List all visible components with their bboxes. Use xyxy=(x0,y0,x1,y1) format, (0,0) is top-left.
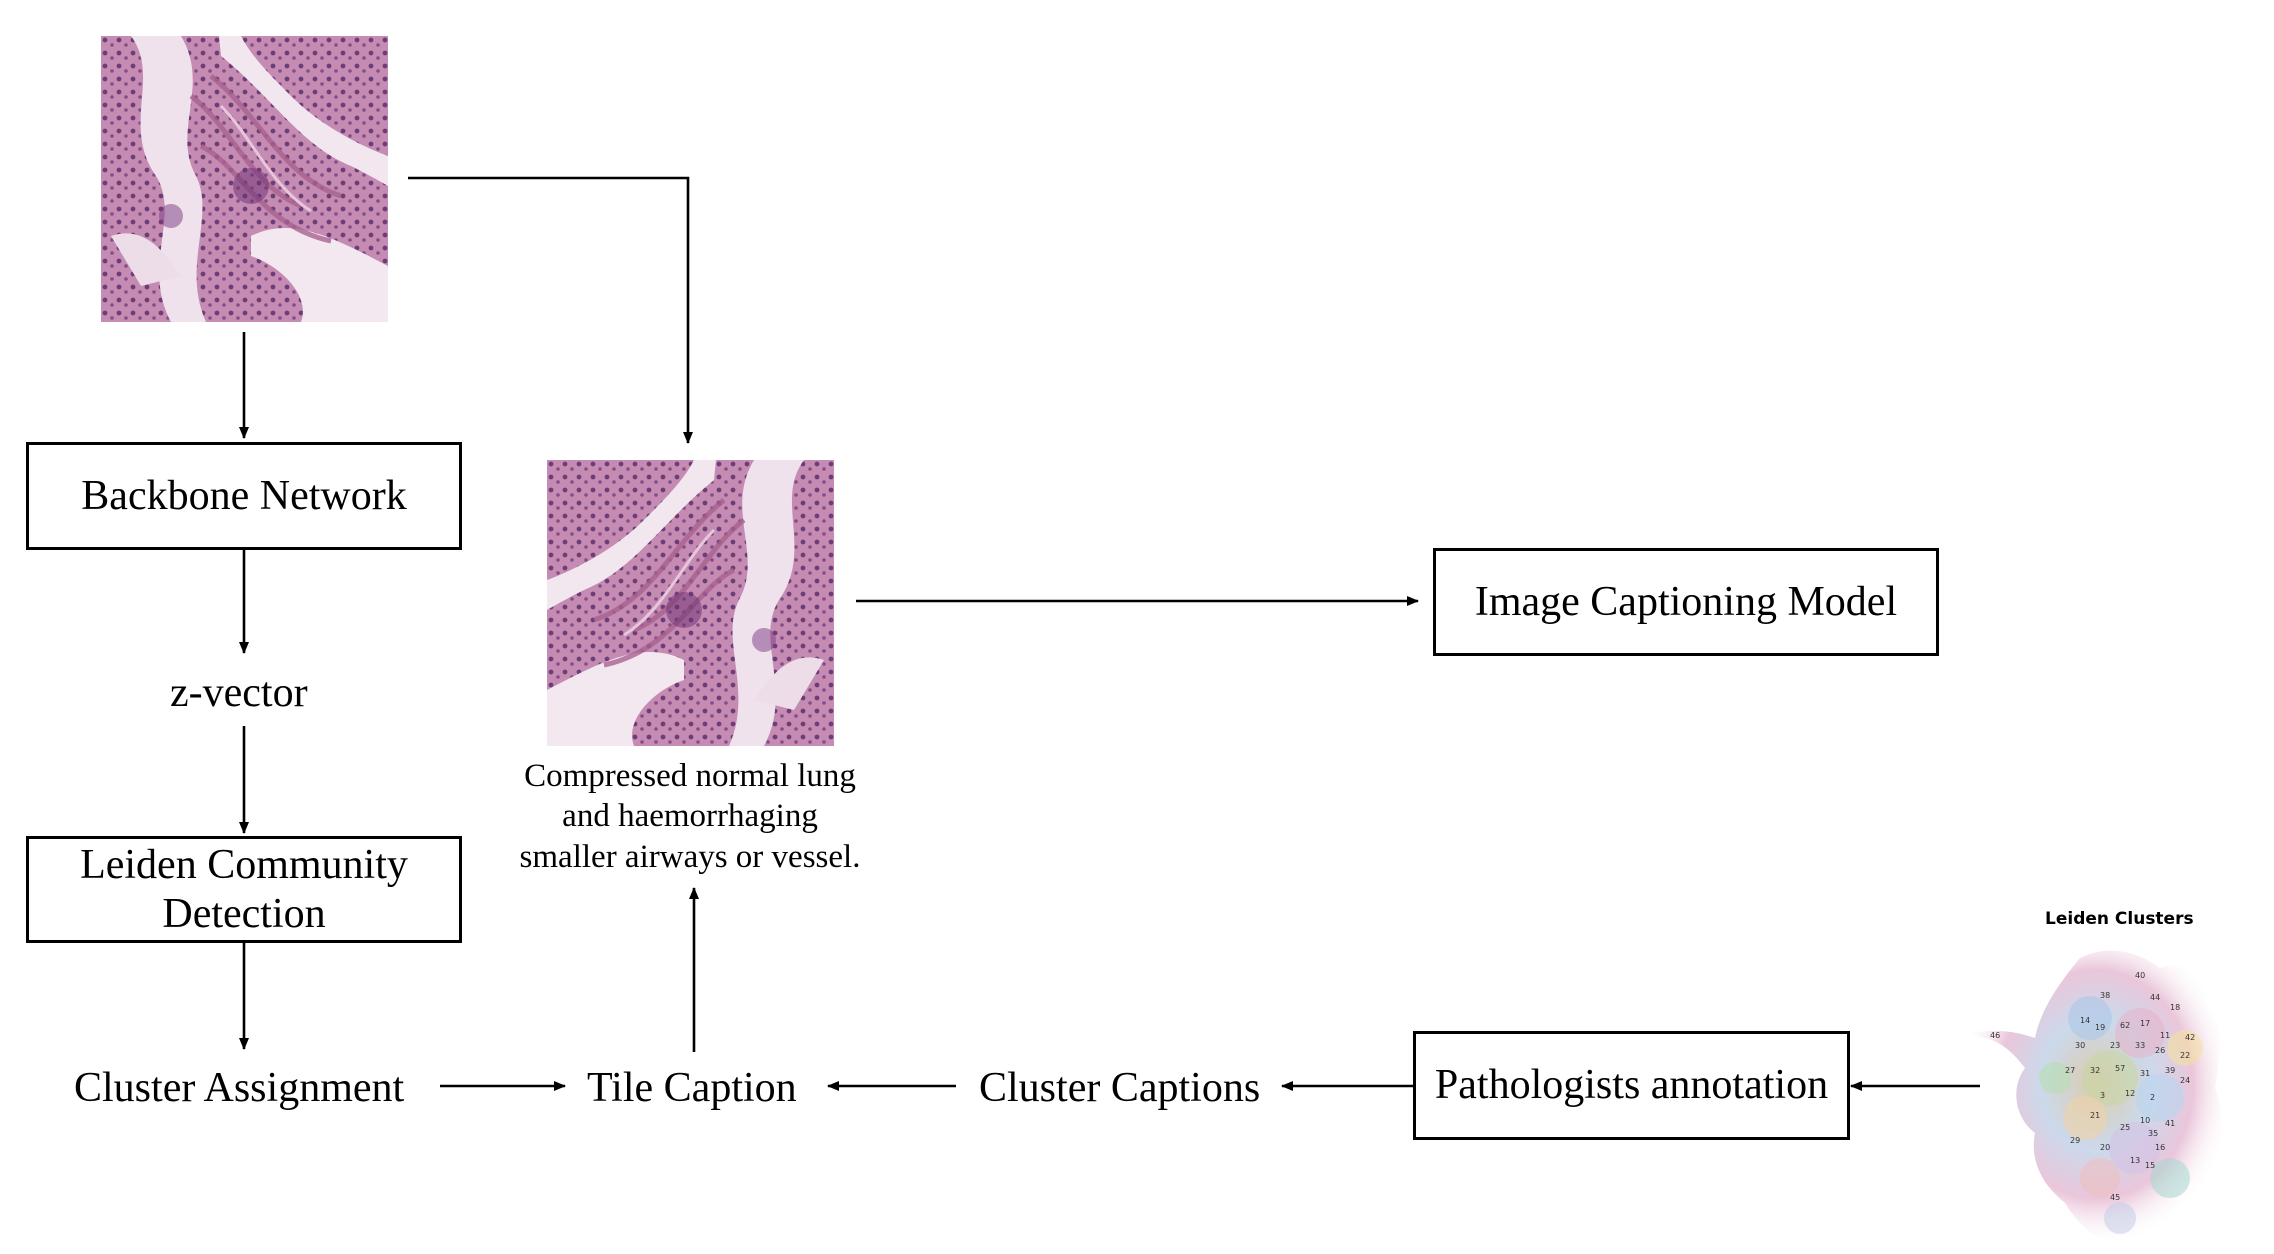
image-captioning-model-label: Image Captioning Model xyxy=(1474,578,1898,625)
svg-text:42: 42 xyxy=(2185,1033,2195,1042)
svg-text:3: 3 xyxy=(2100,1091,2105,1100)
svg-text:23: 23 xyxy=(2110,1041,2120,1050)
backbone-network-box: Backbone Network xyxy=(26,442,462,550)
svg-text:19: 19 xyxy=(2095,1023,2105,1032)
svg-text:13: 13 xyxy=(2130,1156,2140,1165)
svg-text:10: 10 xyxy=(2140,1116,2150,1125)
svg-text:2: 2 xyxy=(2150,1093,2155,1102)
svg-text:33: 33 xyxy=(2135,1041,2145,1050)
svg-text:22: 22 xyxy=(2180,1051,2190,1060)
svg-text:39: 39 xyxy=(2165,1066,2175,1075)
svg-text:12: 12 xyxy=(2125,1089,2135,1098)
caption-line-2: and haemorrhaging xyxy=(562,798,818,835)
svg-text:17: 17 xyxy=(2140,1019,2150,1028)
leiden-community-detection-box: Leiden Community Detection xyxy=(26,836,462,943)
svg-text:24: 24 xyxy=(2180,1076,2190,1085)
svg-text:14: 14 xyxy=(2080,1016,2090,1025)
svg-text:38: 38 xyxy=(2100,991,2110,1000)
umap-title: Leiden Clusters xyxy=(2045,909,2194,929)
leiden-label-line2: Detection xyxy=(162,890,326,937)
svg-text:46: 46 xyxy=(1990,1031,2000,1040)
svg-text:26: 26 xyxy=(2155,1046,2165,1055)
caption-line-1: Compressed normal lung xyxy=(524,758,856,794)
svg-text:21: 21 xyxy=(2090,1111,2100,1120)
svg-text:44: 44 xyxy=(2150,993,2160,1002)
svg-text:20: 20 xyxy=(2100,1143,2110,1152)
z-vector-label: z-vector xyxy=(170,670,308,716)
svg-text:45: 45 xyxy=(2110,1193,2120,1202)
cluster-captions-label: Cluster Captions xyxy=(979,1065,1261,1111)
svg-text:29: 29 xyxy=(2070,1136,2080,1145)
leiden-clusters-umap: 40 38 44 18 14 19 62 17 11 42 30 23 33 26 22 27 32 5… xyxy=(1970,938,2240,1254)
pathologists-annotation-box: Pathologists annotation xyxy=(1413,1031,1850,1140)
leiden-label-line1: Leiden Community xyxy=(80,842,408,889)
caption-line-3: smaller airways or vessel. xyxy=(519,838,861,875)
svg-text:30: 30 xyxy=(2075,1041,2085,1050)
tile-caption-text: Compressed normal lung and haemorrhaging… xyxy=(490,756,890,877)
svg-text:35: 35 xyxy=(2148,1129,2158,1138)
svg-text:16: 16 xyxy=(2155,1143,2165,1152)
svg-text:15: 15 xyxy=(2145,1161,2155,1170)
tile-caption-label: Tile Caption xyxy=(587,1065,797,1111)
backbone-network-label: Backbone Network xyxy=(81,472,407,519)
svg-text:11: 11 xyxy=(2160,1031,2170,1040)
svg-text:57: 57 xyxy=(2115,1064,2125,1073)
histology-tile-input xyxy=(101,36,388,322)
histology-tile-captioned xyxy=(547,460,834,746)
arrow-tile-to-captioned-tile xyxy=(408,176,693,444)
svg-text:25: 25 xyxy=(2120,1123,2130,1132)
image-captioning-model-box: Image Captioning Model xyxy=(1433,548,1939,656)
svg-text:32: 32 xyxy=(2090,1066,2100,1075)
svg-text:31: 31 xyxy=(2140,1069,2150,1078)
pathologists-annotation-label: Pathologists annotation xyxy=(1434,1062,1829,1109)
svg-text:41: 41 xyxy=(2165,1119,2175,1128)
svg-text:27: 27 xyxy=(2065,1066,2075,1075)
cluster-assignment-label: Cluster Assignment xyxy=(74,1065,405,1111)
svg-text:40: 40 xyxy=(2135,971,2145,980)
svg-text:18: 18 xyxy=(2170,1003,2180,1012)
svg-text:62: 62 xyxy=(2120,1021,2130,1030)
